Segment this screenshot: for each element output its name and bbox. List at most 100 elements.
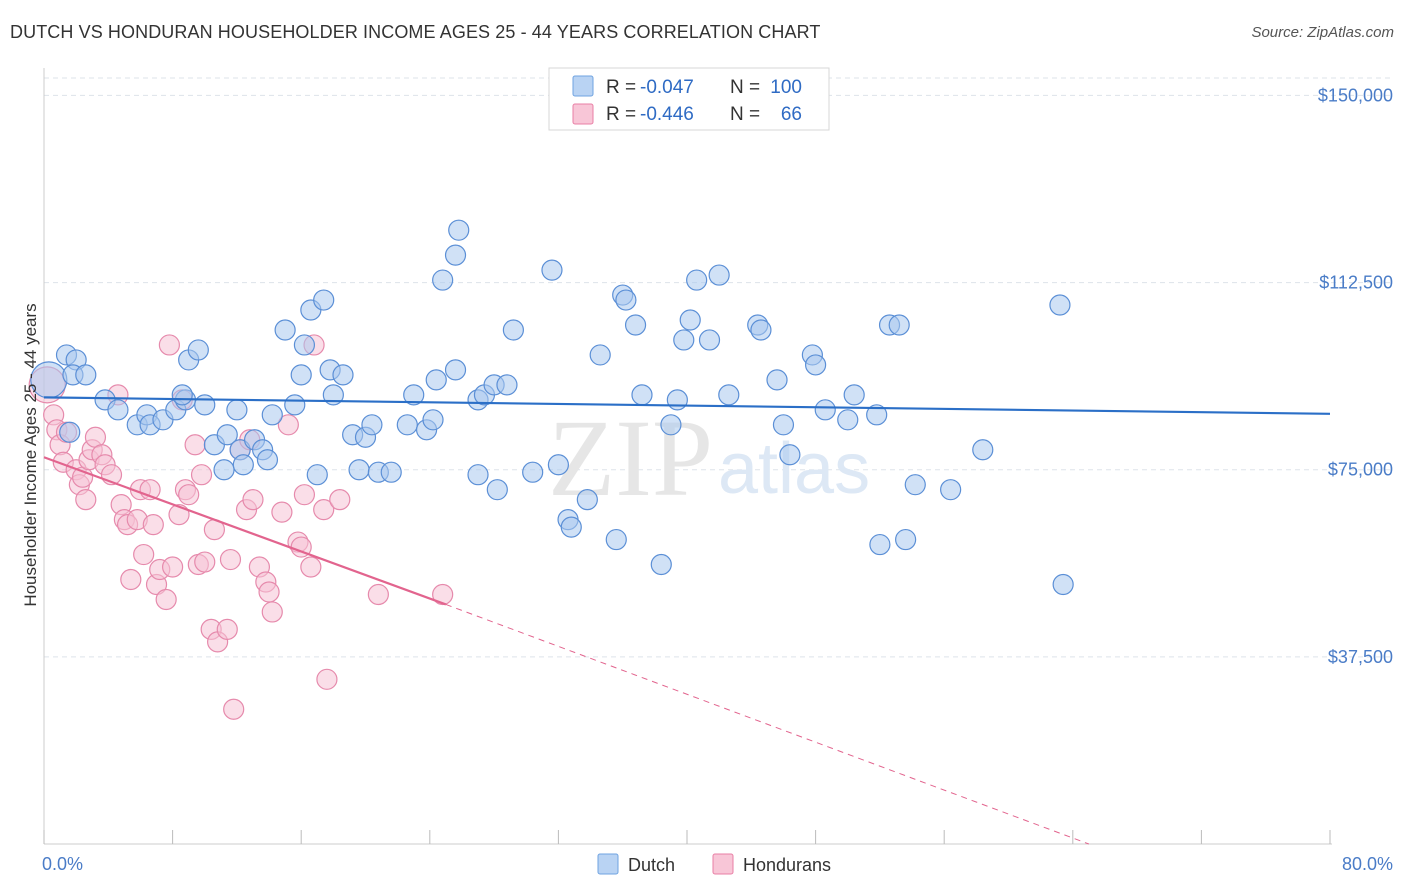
dutch-point (75, 364, 97, 386)
dutch-point (403, 384, 425, 406)
dutch-point (213, 459, 235, 481)
hondurans-n-label: N = (730, 104, 760, 125)
dutch-point (895, 528, 917, 551)
dutch-trend-line (43, 396, 1331, 415)
dutch-point (361, 414, 383, 436)
watermark-zip: ZIP (548, 397, 713, 519)
dutch-point (322, 384, 344, 406)
hondurans-point (316, 668, 338, 690)
hondurans-point (178, 484, 200, 506)
dutch-point (444, 244, 467, 266)
dutch-point (605, 528, 627, 551)
dutch-point (679, 309, 701, 331)
hondurans-trend-extension (445, 603, 1090, 845)
dutch-point (869, 533, 891, 556)
dutch-legend-swatch (572, 75, 594, 97)
hondurans-point (242, 489, 264, 511)
hondurans-point (142, 514, 164, 536)
y-tick-label: $150,000 (1318, 85, 1393, 105)
dutch-point (444, 359, 467, 381)
y-tick-labels: $37,500 $75,000 $112,500 $150,000 (1318, 85, 1393, 666)
hondurans-legend-swatch (572, 103, 594, 125)
hondurans-point (271, 501, 293, 523)
dutch-point (888, 314, 910, 336)
dutch-legend-label: Dutch (628, 855, 675, 875)
dutch-point (467, 464, 489, 486)
dutch-point (256, 449, 279, 471)
dutch-point (560, 516, 582, 538)
hondurans-point (190, 464, 213, 486)
dutch-n-value: 100 (770, 77, 802, 98)
hondurans-points (28, 334, 454, 720)
dutch-point (904, 474, 926, 496)
dutch-point (814, 399, 836, 421)
hondurans-point (75, 489, 97, 511)
hondurans-point (155, 588, 177, 611)
hondurans-point (432, 583, 454, 606)
x-tick-label: 0.0% (42, 854, 83, 874)
dutch-point (448, 219, 470, 241)
dutch-point (284, 394, 306, 416)
dutch-point (779, 444, 801, 466)
dutch-point (396, 414, 418, 436)
trend-lines (43, 396, 1331, 845)
dutch-point (232, 454, 254, 476)
dutch-point (522, 461, 544, 483)
dutch-point (348, 459, 370, 481)
dutch-point (660, 414, 682, 436)
hondurans-point (162, 556, 184, 578)
dutch-point (1049, 294, 1071, 316)
hondurans-point (329, 489, 351, 511)
dutch-point (624, 314, 647, 336)
dutch-point (496, 374, 518, 396)
dutch-point (750, 319, 772, 341)
y-tick-label: $75,000 (1328, 460, 1393, 480)
dutch-point (226, 399, 248, 421)
dutch-point (107, 399, 129, 421)
dutch-point (261, 404, 283, 426)
dutch-point (837, 409, 859, 431)
source-label: Source: ZipAtlas.com (1251, 24, 1394, 41)
hondurans-trend-line (43, 456, 447, 606)
hondurans-point (261, 601, 283, 623)
dutch-point (666, 389, 688, 411)
hondurans-point (216, 618, 238, 641)
hondurans-point (223, 698, 245, 720)
dutch-point (293, 334, 316, 356)
dutch-point (1052, 573, 1074, 596)
y-tick-label: $37,500 (1328, 647, 1393, 667)
dutch-point (673, 329, 695, 351)
dutch-point (615, 289, 637, 311)
hondurans-point (293, 484, 316, 506)
dutch-point (290, 364, 312, 386)
y-axis-label: Householder Income Ages 25 - 44 years (21, 303, 40, 606)
dutch-point (843, 384, 865, 406)
dutch-point (216, 424, 238, 446)
dutch-point (766, 369, 788, 391)
dutch-point (589, 344, 611, 366)
hondurans-point (120, 568, 142, 591)
hondurans-point (258, 581, 280, 603)
dutch-n-label: N = (730, 77, 760, 98)
dutch-point (486, 479, 508, 501)
dutch-point (804, 354, 827, 376)
dutch-legend-marker (597, 853, 619, 875)
hondurans-r-label: R = (606, 104, 636, 125)
hondurans-point (219, 548, 242, 571)
hondurans-n-value: 66 (781, 104, 802, 125)
hondurans-point (133, 543, 155, 566)
dutch-point (502, 319, 524, 341)
hondurans-r-value: -0.446 (640, 104, 694, 125)
dutch-r-label: R = (606, 77, 636, 98)
hondurans-point (158, 334, 180, 356)
x-tick-labels: 0.0% 80.0% (42, 854, 1393, 874)
dutch-point (686, 269, 708, 291)
dutch-point (718, 384, 740, 406)
hondurans-legend-label: Hondurans (743, 855, 831, 875)
watermark-atlas: atlas (718, 429, 870, 509)
dutch-point (187, 339, 209, 361)
dutch-point (972, 439, 994, 461)
dutch-points (30, 219, 1074, 596)
chart-title: DUTCH VS HONDURAN HOUSEHOLDER INCOME AGE… (10, 22, 821, 42)
dutch-point (380, 461, 402, 483)
